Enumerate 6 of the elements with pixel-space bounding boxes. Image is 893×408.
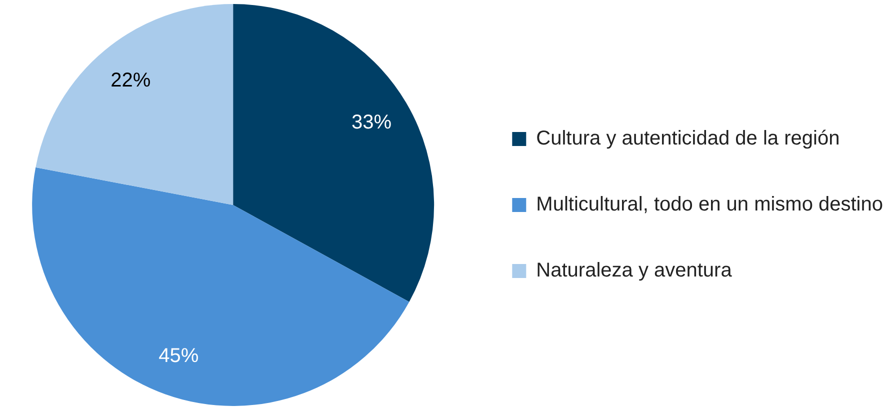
legend-label: Cultura y autenticidad de la región (536, 128, 840, 150)
data-label: 33% (351, 112, 392, 134)
legend-label: Multicultural, todo en un mismo destino (536, 194, 884, 216)
data-label: 22% (110, 70, 151, 92)
legend-label: Naturaleza y aventura (536, 260, 733, 282)
data-label: 45% (158, 344, 199, 367)
